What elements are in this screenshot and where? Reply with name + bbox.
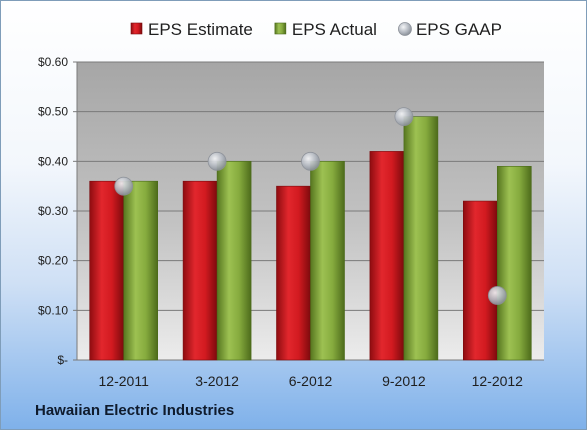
marker-eps-gaap xyxy=(487,286,507,305)
bar-eps-actual xyxy=(403,116,439,361)
bar-eps-estimate xyxy=(462,200,498,361)
x-tick-label: 3-2012 xyxy=(195,373,239,389)
x-tick-label: 6-2012 xyxy=(289,373,333,389)
y-tick-label: $0.50 xyxy=(38,105,68,119)
y-tick-label: $0.60 xyxy=(38,55,68,69)
bar-eps-estimate xyxy=(89,180,124,361)
y-tick-label: $0.10 xyxy=(38,303,68,317)
bar-eps-actual xyxy=(310,161,345,361)
legend-label: EPS Estimate xyxy=(148,20,253,39)
marker-eps-gaap xyxy=(207,151,227,171)
y-tick-label: $- xyxy=(57,353,68,367)
legend-swatch-eps-gaap xyxy=(398,22,412,36)
x-tick-label: 12-2011 xyxy=(99,373,150,389)
bar-eps-actual xyxy=(496,166,532,361)
bar-eps-actual xyxy=(123,180,158,361)
marker-eps-gaap xyxy=(114,176,134,196)
legend-label: EPS GAAP xyxy=(416,20,502,39)
legend-label: EPS Actual xyxy=(292,20,377,39)
bar-eps-estimate xyxy=(182,180,218,361)
y-tick-label: $0.40 xyxy=(38,154,68,168)
x-tick-label: 12-2012 xyxy=(472,373,524,389)
legend-swatch-eps-estimate xyxy=(130,22,143,35)
bar-eps-actual xyxy=(216,161,252,361)
company-name: Hawaiian Electric Industries xyxy=(35,402,235,419)
y-tick-label: $0.20 xyxy=(38,254,68,268)
y-tick-label: $0.30 xyxy=(38,204,68,218)
marker-eps-gaap xyxy=(301,151,320,171)
legend-swatch-eps-actual xyxy=(274,22,287,35)
bar-eps-estimate xyxy=(369,151,405,361)
bar-eps-estimate xyxy=(276,185,311,361)
x-tick-label: 9-2012 xyxy=(382,373,426,389)
marker-eps-gaap xyxy=(394,107,414,127)
